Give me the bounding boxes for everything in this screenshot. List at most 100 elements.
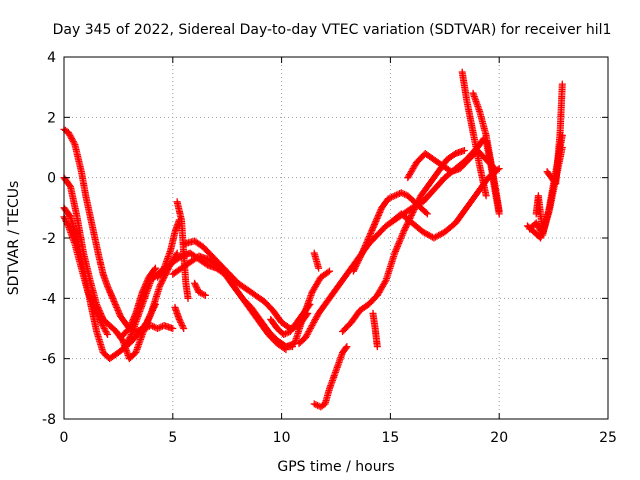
- data-point: [61, 214, 69, 222]
- x-tick-label: 10: [273, 430, 291, 446]
- data-point: [104, 282, 112, 290]
- data-point: [108, 293, 116, 301]
- data-point: [302, 332, 310, 340]
- data-point: [408, 210, 416, 218]
- data-point: [191, 281, 199, 289]
- data-point: [283, 329, 291, 337]
- data-point: [110, 297, 118, 305]
- data-point: [373, 214, 381, 222]
- data-point: [381, 278, 389, 286]
- data-point: [125, 325, 133, 332]
- data-point: [123, 338, 131, 346]
- x-tick-label: 20: [490, 430, 508, 446]
- data-point: [303, 331, 311, 339]
- data-point: [140, 327, 148, 335]
- data-point: [366, 231, 374, 239]
- data-point: [141, 324, 149, 332]
- data-point: [146, 311, 154, 319]
- data-point: [359, 246, 367, 254]
- data-point: [111, 300, 119, 308]
- data-points: [60, 68, 566, 411]
- data-point: [101, 326, 109, 334]
- data-point: [374, 213, 382, 221]
- data-point: [403, 220, 411, 228]
- data-point: [363, 237, 371, 245]
- data-point: [98, 320, 106, 328]
- data-point: [392, 246, 400, 254]
- series-track-4: [60, 213, 112, 339]
- x-axis-label: GPS time / hours: [277, 459, 394, 475]
- data-point: [154, 325, 162, 332]
- data-point: [139, 287, 147, 295]
- data-point: [96, 317, 104, 325]
- data-point: [180, 325, 188, 332]
- data-point: [395, 238, 403, 246]
- series-track-16: [310, 249, 323, 272]
- data-point: [173, 249, 181, 257]
- series-track-28: [543, 80, 566, 188]
- data-point: [324, 268, 332, 276]
- x-tick-label: 15: [381, 430, 399, 446]
- series-track-10: [173, 198, 192, 302]
- data-point: [325, 267, 333, 275]
- data-point: [364, 236, 372, 244]
- data-point: [138, 288, 146, 296]
- data-point: [201, 291, 209, 299]
- data-point: [127, 320, 135, 328]
- y-tick-label: 2: [47, 110, 56, 126]
- data-point: [144, 316, 152, 324]
- data-point: [402, 223, 410, 231]
- data-point: [392, 191, 400, 199]
- data-point: [149, 322, 157, 330]
- data-point: [150, 265, 158, 273]
- data-point: [64, 220, 72, 228]
- data-point: [350, 266, 358, 274]
- data-point: [394, 190, 402, 198]
- data-point: [65, 130, 73, 138]
- data-point: [178, 320, 186, 328]
- data-point: [311, 317, 319, 325]
- series-track-9: [180, 237, 312, 332]
- data-point: [308, 321, 316, 329]
- data-point: [130, 314, 138, 322]
- data-point: [141, 282, 149, 290]
- data-point: [156, 282, 164, 290]
- data-point: [69, 137, 77, 145]
- x-tick-label: 0: [60, 430, 69, 446]
- data-point: [361, 242, 369, 250]
- data-point: [398, 231, 406, 239]
- data-point: [386, 194, 394, 202]
- data-point: [306, 326, 314, 334]
- data-point: [393, 244, 401, 252]
- data-point: [66, 131, 74, 139]
- data-point: [302, 334, 310, 342]
- data-point: [376, 208, 384, 216]
- data-point: [310, 400, 318, 408]
- data-point: [129, 317, 137, 325]
- data-point: [373, 343, 381, 351]
- series-track-6: [117, 264, 159, 342]
- data-point: [63, 219, 71, 227]
- data-point: [143, 278, 151, 286]
- data-point: [313, 312, 321, 320]
- data-point: [280, 331, 288, 339]
- data-point: [92, 308, 100, 316]
- data-point: [103, 329, 111, 337]
- data-point: [357, 251, 365, 259]
- data-point: [67, 133, 75, 141]
- data-point: [395, 239, 403, 247]
- data-point: [85, 291, 93, 299]
- y-tick-label: -6: [42, 352, 56, 368]
- data-point: [367, 229, 375, 237]
- data-point: [157, 323, 165, 331]
- data-point: [124, 337, 132, 345]
- data-point: [155, 324, 163, 332]
- data-point: [356, 254, 364, 262]
- data-point: [310, 318, 318, 326]
- data-point: [127, 332, 135, 340]
- data-point: [85, 290, 93, 298]
- data-point: [142, 321, 150, 329]
- data-point: [358, 249, 366, 257]
- data-point: [100, 325, 108, 332]
- data-point: [140, 326, 148, 334]
